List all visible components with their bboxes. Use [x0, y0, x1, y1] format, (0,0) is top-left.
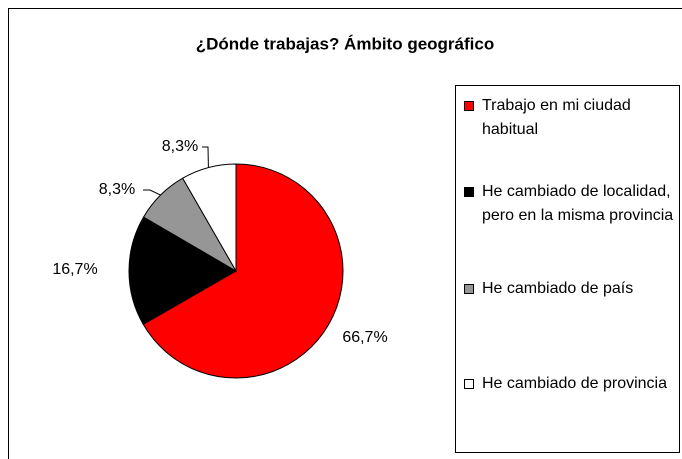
pie-slice [128, 216, 237, 325]
leader-line [143, 189, 161, 196]
legend-swatch [464, 284, 474, 294]
legend-label: He cambiado de localidad, pero en la mis… [482, 183, 674, 224]
pie-slice [182, 163, 237, 273]
legend-swatch [464, 101, 474, 111]
data-label: 8,3% [99, 181, 135, 198]
legend-label: Trabajo en mi ciudad habitual [482, 97, 631, 138]
legend-item: Trabajo en mi ciudad habitual [462, 94, 674, 142]
data-label: 16,7% [52, 261, 97, 278]
legend-item: He cambiado de localidad, pero en la mis… [462, 180, 674, 228]
legend-label: He cambiado de provincia [482, 375, 667, 392]
legend-swatch [464, 379, 474, 389]
legend-item: He cambiado de país [462, 277, 674, 301]
legend-item: He cambiado de provincia [462, 372, 674, 396]
data-label: 66,7% [342, 329, 387, 346]
chart-title: ¿Dónde trabajas? Ámbito geográfico [196, 34, 494, 53]
data-label: 8,3% [162, 138, 198, 155]
legend-label: He cambiado de país [482, 280, 634, 297]
legend-swatch [464, 187, 474, 197]
legend: Trabajo en mi ciudad habitual He cambiado… [455, 85, 680, 453]
pie-slice [142, 163, 344, 379]
leader-line [202, 146, 209, 168]
